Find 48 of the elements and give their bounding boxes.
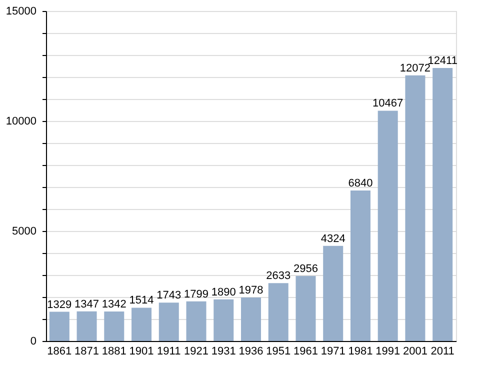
x-tick-label: 1981 <box>348 346 373 358</box>
data-label: 2633 <box>266 270 291 282</box>
y-tick-label: 15000 <box>6 6 36 18</box>
x-tick-label: 1991 <box>376 346 400 358</box>
x-tick-label: 1961 <box>293 346 318 358</box>
x-tick-label: 1881 <box>102 346 126 358</box>
data-label: 4324 <box>320 232 346 245</box>
data-label: 2956 <box>293 262 318 275</box>
bar <box>104 311 124 341</box>
data-label: 1890 <box>211 286 236 298</box>
x-tick-label: 1861 <box>47 346 72 358</box>
x-tick-label: 1911 <box>157 346 181 358</box>
x-tick-label: 1931 <box>211 346 236 358</box>
bar <box>323 246 344 341</box>
bar <box>296 276 316 341</box>
bar <box>350 190 370 341</box>
bar <box>378 110 398 341</box>
bar <box>132 308 152 341</box>
bar <box>214 299 234 341</box>
bar <box>405 75 426 341</box>
x-tick-label: 1951 <box>266 346 291 358</box>
y-tick-label: 0 <box>30 336 36 348</box>
data-label: 1514 <box>129 294 154 307</box>
bar <box>49 312 70 341</box>
data-label: 1978 <box>238 284 264 296</box>
y-tick-label: 10000 <box>6 116 36 128</box>
data-label: 1342 <box>102 298 126 310</box>
x-tick-label: 2001 <box>402 346 428 358</box>
data-label: 12072 <box>400 62 431 74</box>
bar <box>268 283 288 341</box>
data-label: 1743 <box>156 290 182 302</box>
bar <box>76 311 97 341</box>
data-label: 10467 <box>372 98 404 110</box>
y-tick-label: 5000 <box>12 226 36 238</box>
bar <box>158 302 179 341</box>
data-label: 6840 <box>348 178 373 190</box>
bar <box>186 301 206 341</box>
data-label: 1799 <box>184 288 209 300</box>
x-tick-label: 1936 <box>238 346 264 358</box>
x-tick-label: 1921 <box>184 346 209 358</box>
x-tick-label: 1901 <box>129 346 154 358</box>
x-tick-label: 2011 <box>430 346 454 358</box>
x-tick-label: 1871 <box>74 346 100 358</box>
data-label: 1329 <box>47 298 72 311</box>
data-label: 1347 <box>74 298 100 310</box>
bar <box>432 68 453 341</box>
x-tick-label: 1971 <box>320 346 346 358</box>
bar <box>241 297 261 341</box>
